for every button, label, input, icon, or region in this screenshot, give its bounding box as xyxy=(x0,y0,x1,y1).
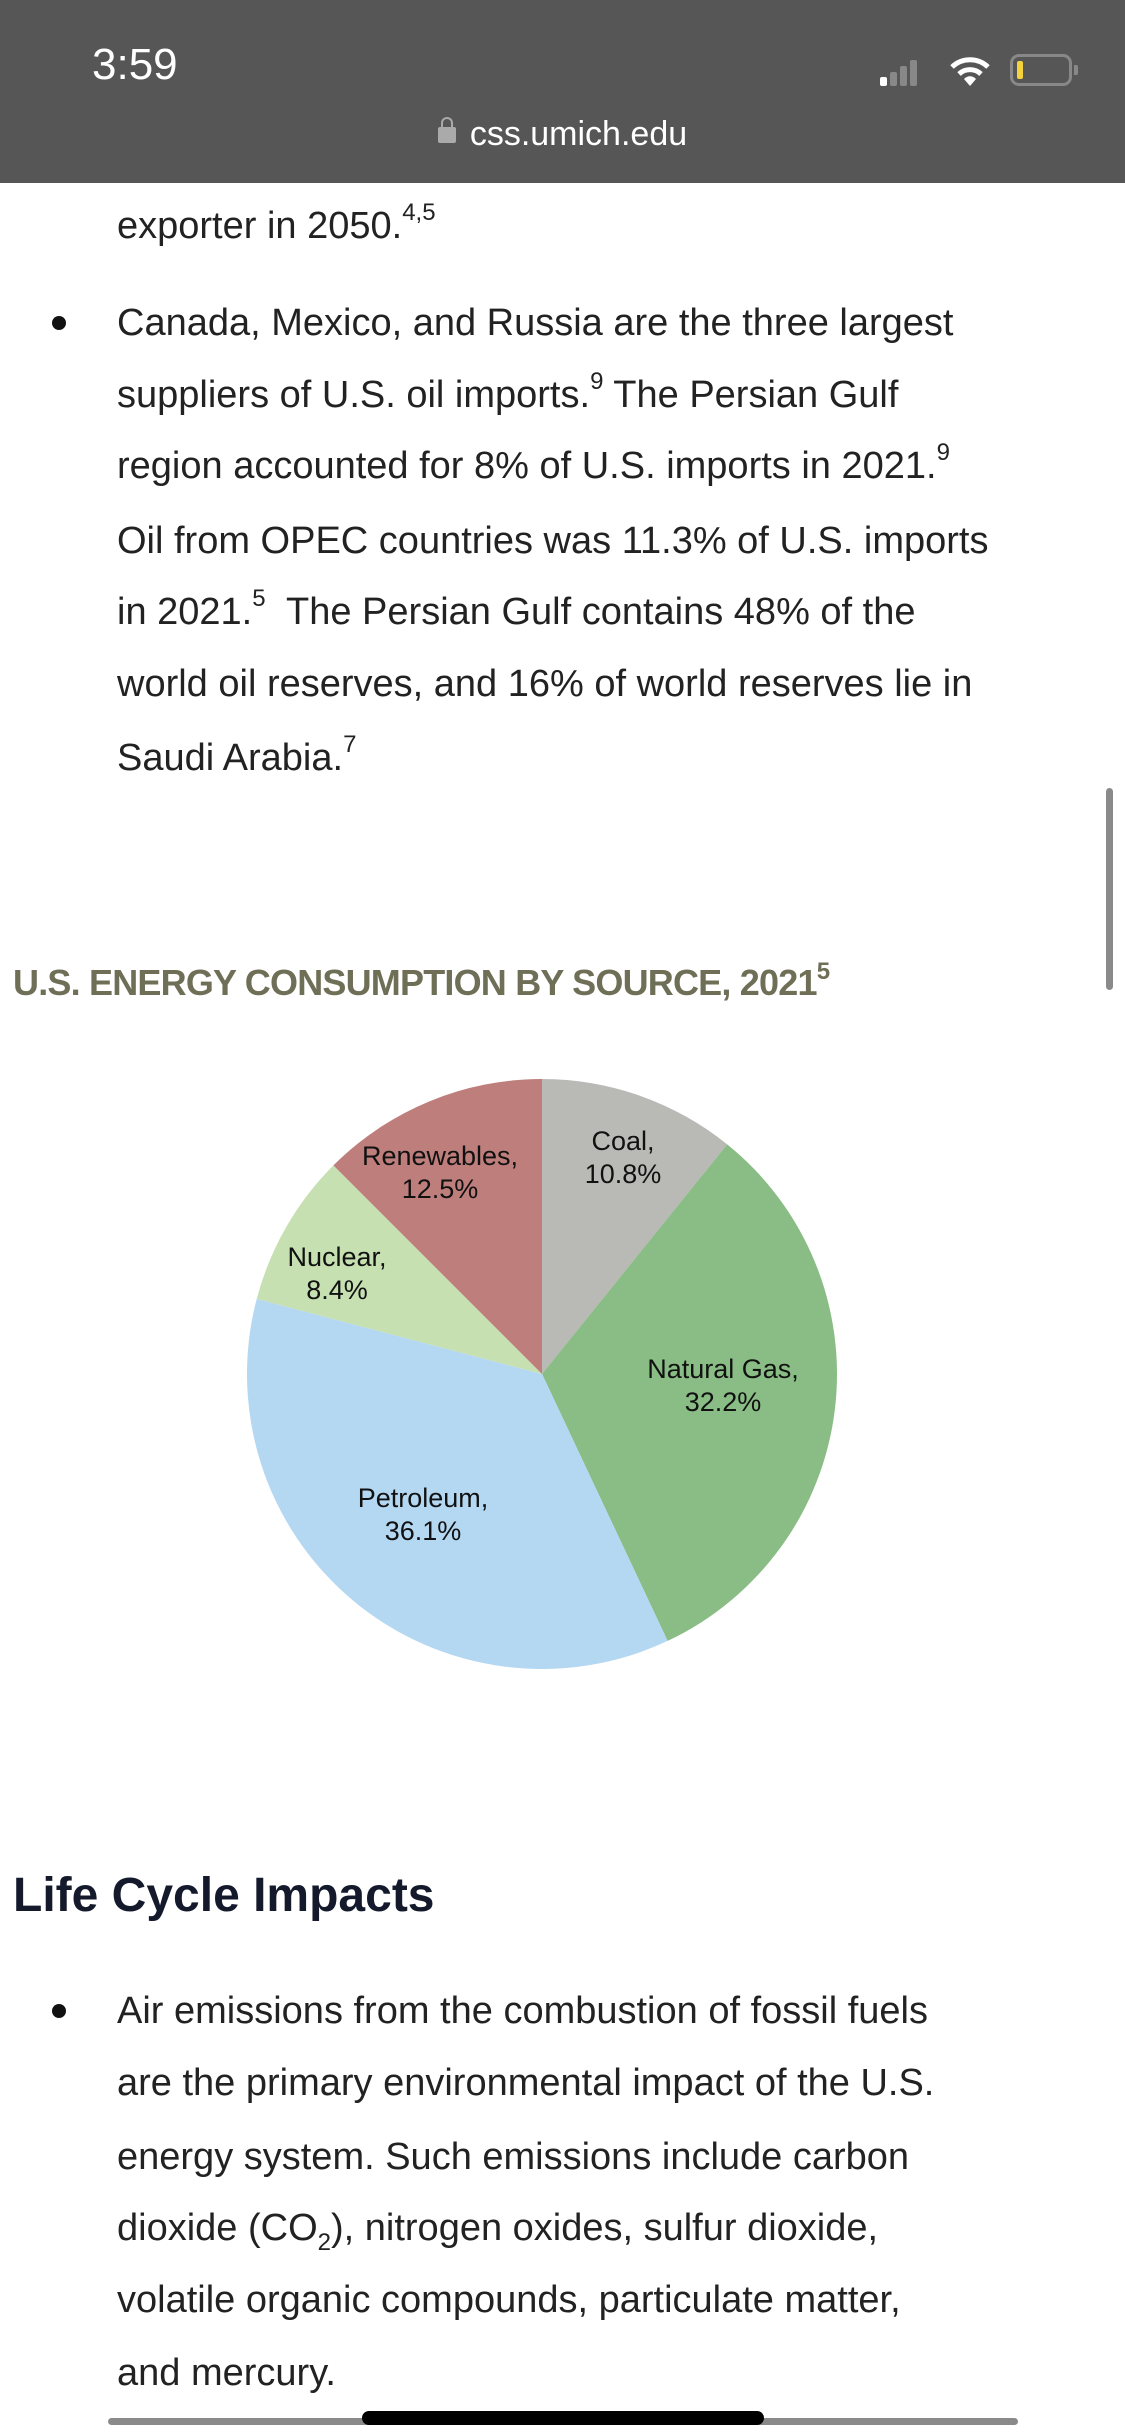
pie-label-name: Nuclear, xyxy=(287,1242,387,1272)
pie-slice-coal xyxy=(542,1079,728,1374)
footnote-ref[interactable]: 5 xyxy=(252,585,266,612)
pie-slice-nuclear xyxy=(256,1165,542,1374)
text-line: volatile organic compounds, particulate … xyxy=(117,2264,901,2336)
text-segment: in 2021. xyxy=(117,591,253,633)
pie-label: Natural Gas, 32.2% xyxy=(647,1353,799,1419)
battery-icon xyxy=(1010,54,1078,86)
text-segment: ), nitrogen oxides, sulfur dioxide, xyxy=(331,2207,879,2249)
pie-label-value: 36.1% xyxy=(384,1516,462,1546)
footnote-ref[interactable]: 9 xyxy=(590,368,604,395)
text-line: Saudi Arabia.7 xyxy=(117,722,356,794)
pie-label-value: 10.8% xyxy=(584,1159,662,1189)
text-segment: exporter in 2050. xyxy=(117,205,403,247)
footnote-ref[interactable]: 4,5 xyxy=(402,199,436,226)
text-segment: volatile organic compounds, particulate … xyxy=(117,2279,901,2321)
text-line: Oil from OPEC countries was 11.3% of U.S… xyxy=(117,505,988,577)
text-segment: The Persian Gulf xyxy=(603,374,899,416)
signal-icon xyxy=(880,60,930,86)
text-segment: Canada, Mexico, and Russia are the three… xyxy=(117,302,954,344)
footnote-ref[interactable]: 7 xyxy=(343,731,357,758)
lock-icon xyxy=(437,117,456,143)
pie-label-name: Natural Gas, xyxy=(647,1354,799,1384)
bullet-icon xyxy=(52,2004,66,2018)
pie-label: Renewables, 12.5% xyxy=(362,1140,518,1206)
text-line: world oil reserves, and 16% of world res… xyxy=(117,648,972,720)
text-segment: Air emissions from the combustion of fos… xyxy=(117,1990,928,2032)
text-line: dioxide (CO2), nitrogen oxides, sulfur d… xyxy=(117,2192,878,2264)
clock: 3:59 xyxy=(92,40,178,89)
text-segment: Saudi Arabia. xyxy=(117,737,344,779)
text-line: exporter in 2050.4,5 xyxy=(117,190,436,262)
text-segment: and mercury. xyxy=(117,2352,336,2394)
vertical-scrollbar[interactable] xyxy=(1106,788,1113,990)
text-line: are the primary environmental impact of … xyxy=(117,2047,934,2119)
pie-label: Coal, 10.8% xyxy=(585,1125,662,1191)
text-line: Canada, Mexico, and Russia are the three… xyxy=(117,287,953,359)
bullet-icon xyxy=(52,316,66,330)
pie-label-name: Renewables, xyxy=(361,1141,519,1171)
text-segment: Oil from OPEC countries was 11.3% of U.S… xyxy=(117,520,989,562)
section-title: Life Cycle Impacts xyxy=(13,1869,435,1922)
text-segment: dioxide (CO xyxy=(117,2207,318,2249)
url-text: css.umich.edu xyxy=(469,115,688,153)
text-line: energy system. Such emissions include ca… xyxy=(117,2121,909,2193)
footnote-ref[interactable]: 9 xyxy=(936,439,950,466)
subscript: 2 xyxy=(317,2229,331,2256)
pie-label-value: 12.5% xyxy=(401,1174,479,1204)
text-line: Air emissions from the combustion of fos… xyxy=(117,1975,928,2047)
text-segment: The Persian Gulf contains 48% of the xyxy=(265,591,916,633)
pie-slice-naturalgas xyxy=(542,1144,837,1641)
text-segment: region accounted for 8% of U.S. imports … xyxy=(117,445,937,487)
chart-heading: U.S. ENERGY CONSUMPTION BY SOURCE, 20215 xyxy=(13,958,830,1004)
pie-label-value: 8.4% xyxy=(306,1275,368,1305)
text-line: suppliers of U.S. oil imports.9 The Pers… xyxy=(117,359,898,431)
home-indicator xyxy=(362,2411,764,2425)
address-bar[interactable]: css.umich.edu xyxy=(0,115,1125,154)
pie-slice-petroleum xyxy=(246,1298,668,1669)
footnote-ref[interactable]: 5 xyxy=(816,958,830,985)
pie-label: Petroleum, 36.1% xyxy=(358,1482,489,1548)
text-segment: suppliers of U.S. oil imports. xyxy=(117,374,591,416)
pie-slice-renewables xyxy=(333,1079,542,1374)
pie-label-name: Coal, xyxy=(591,1126,655,1156)
pie-label: Nuclear, 8.4% xyxy=(287,1241,386,1307)
text-line: and mercury. xyxy=(117,2337,336,2409)
browser-status-bar: 3:59 css.umich.edu xyxy=(0,0,1125,183)
text-segment: energy system. Such emissions include ca… xyxy=(117,2136,910,2178)
pie-label-name: Petroleum, xyxy=(357,1483,489,1513)
wifi-icon xyxy=(950,57,990,86)
chart-heading-text: U.S. ENERGY CONSUMPTION BY SOURCE, 2021 xyxy=(13,962,817,1003)
text-segment: are the primary environmental impact of … xyxy=(117,2062,935,2104)
pie-label-value: 32.2% xyxy=(684,1387,762,1417)
text-line: in 2021.5 The Persian Gulf contains 48% … xyxy=(117,576,916,648)
text-segment: world oil reserves, and 16% of world res… xyxy=(117,663,973,705)
text-line: region accounted for 8% of U.S. imports … xyxy=(117,430,950,502)
